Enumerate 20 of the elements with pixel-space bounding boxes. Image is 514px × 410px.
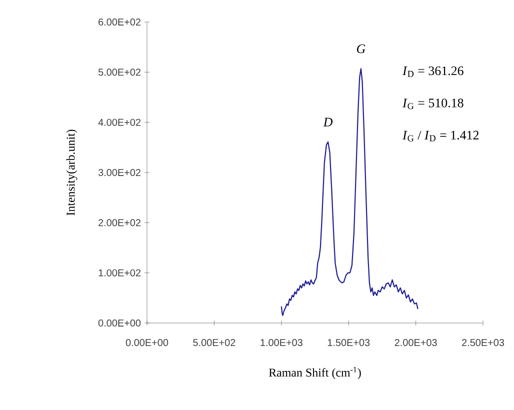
y-tick-label: 1.00E+02 (98, 269, 140, 276)
y-tick-label: 2.00E+02 (98, 219, 140, 226)
x-tick-label: 1.50E+03 (328, 339, 370, 346)
annotation: I$_{D}$ = 361.26 (402, 66, 464, 77)
y-tick-label: 6.00E+02 (98, 18, 140, 26)
x-tick-label: 1.00E+03 (260, 339, 302, 346)
annotation: I$_{G}$ / I$_{D}$ = 1.412 (402, 130, 479, 142)
annotation: D (323, 118, 333, 126)
annotation: I$_{G}$ = 510.18 (402, 98, 464, 110)
x-axis-title: Raman Shift (cm$^{-1}$) (268, 366, 361, 380)
x-tick-label: 2.00E+03 (394, 339, 437, 346)
y-axis-title: Intensity(arb.unit) (66, 130, 78, 216)
x-tick-label: 2.50E+03 (462, 339, 504, 346)
x-tick-label: 5.00E+02 (193, 339, 236, 346)
x-tick-label: 0.00E+00 (126, 339, 168, 346)
y-tick-label: 3.00E+02 (98, 168, 140, 176)
y-tick-label: 4.00E+02 (98, 118, 140, 126)
y-tick-label: 0.00E+00 (98, 319, 141, 327)
annotation: G (357, 44, 366, 54)
y-tick-label: 5.00E+02 (98, 68, 140, 76)
